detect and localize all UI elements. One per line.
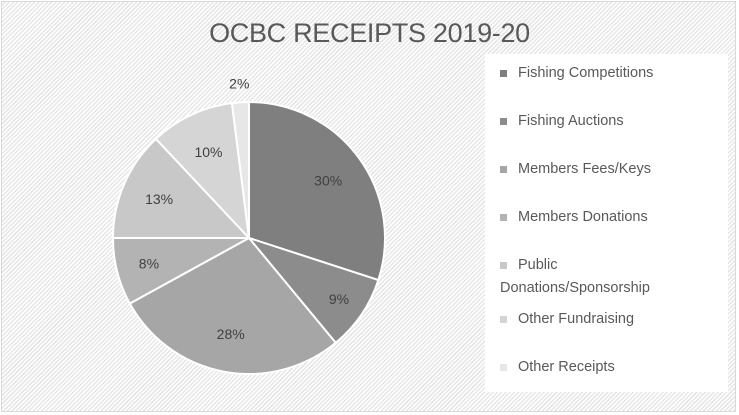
pie-slice-fishing-competitions [248, 100, 386, 282]
pie-slice-public-donations-sponsorship [111, 137, 252, 239]
data-label: 8% [139, 256, 159, 272]
legend-label: Members Fees/Keys [518, 161, 651, 177]
pie-slice-other-receipts [230, 100, 250, 239]
legend-item: Other Receipts [500, 356, 720, 379]
pie-slice-members-fees-keys [128, 236, 338, 375]
data-label: 2% [229, 75, 249, 91]
legend-item: Members Donations [500, 206, 720, 229]
data-label: 13% [145, 191, 173, 207]
legend-item: Members Fees/Keys [500, 158, 720, 181]
legend-label: Fishing Competitions [518, 65, 654, 81]
legend-label: Members Donations [518, 209, 648, 225]
data-label: 28% [217, 326, 245, 342]
chart-title: OCBC RECEIPTS 2019-20 [209, 18, 530, 48]
data-label: 10% [194, 144, 222, 160]
legend-swatch [500, 70, 507, 77]
legend-swatch [500, 118, 507, 125]
legend-label: Public Donations/Sponsorship [500, 257, 650, 296]
data-label: 30% [314, 172, 342, 188]
legend-item: Public Donations/Sponsorship [500, 254, 720, 300]
data-label: 9% [329, 291, 349, 307]
pie-slice-other-fundraising [154, 101, 251, 241]
legend-item: Fishing Auctions [500, 110, 720, 133]
legend-label: Fishing Auctions [518, 113, 624, 129]
legend-swatch [500, 364, 507, 371]
legend: Fishing Competitions Fishing Auctions Memb… [485, 54, 728, 392]
legend-item: Other Fundraising [500, 308, 720, 331]
legend-item: Fishing Competitions [500, 62, 720, 85]
legend-swatch [500, 166, 507, 173]
legend-label: Other Fundraising [518, 311, 635, 327]
legend-swatch [500, 262, 507, 269]
legend-label: Other Receipts [518, 359, 615, 375]
legend-swatch [500, 214, 507, 221]
legend-swatch [500, 316, 507, 323]
